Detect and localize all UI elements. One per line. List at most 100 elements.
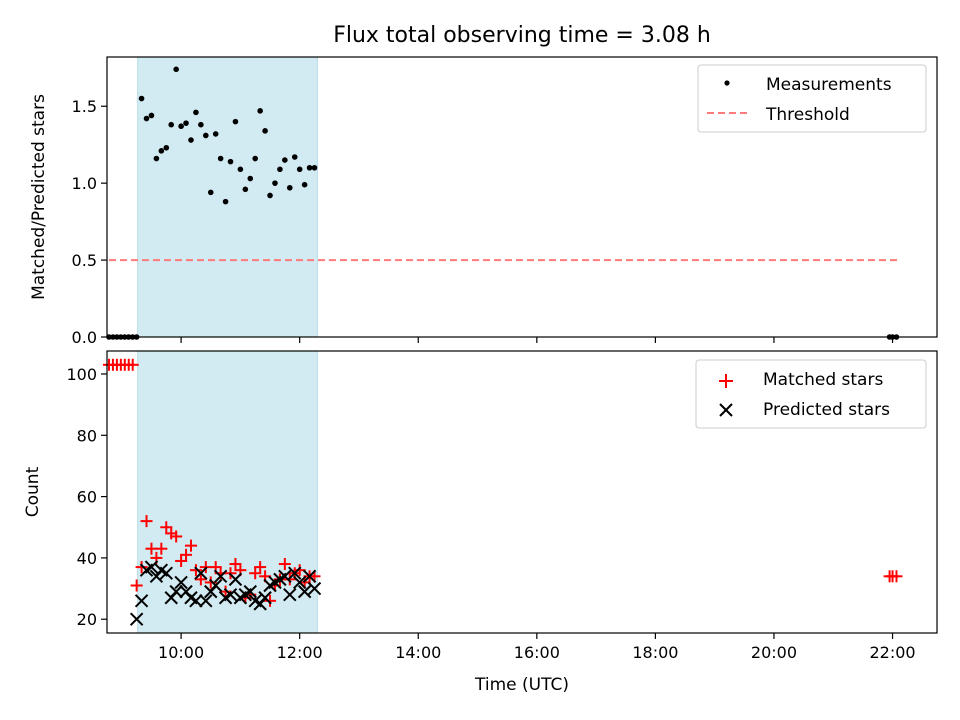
- x-axis-label: Time (UTC): [474, 675, 569, 695]
- bot-point-predicted-stars: [174, 575, 188, 590]
- bot-x-tick-label: 22:00: [869, 643, 915, 662]
- top-point-measurements: [301, 181, 308, 188]
- bot-point-matched-stars: [180, 548, 193, 561]
- top-point-measurements: [257, 108, 263, 114]
- top-observing-window-span: [137, 56, 318, 338]
- bottom-legend-frame: [695, 359, 927, 429]
- legend-measurements-label: Measurements: [766, 75, 892, 95]
- bot-x-tick-label: 12:00: [277, 643, 323, 662]
- top-point-measurements: [163, 144, 170, 151]
- bot-point-matched-stars: [229, 558, 242, 571]
- bot-point-predicted-stars: [213, 569, 228, 584]
- top-y-tick-label: 1.5: [72, 97, 97, 116]
- legend-matched-marker: [719, 374, 733, 388]
- bot-point-predicted-stars: [302, 569, 317, 584]
- bot-point-matched-stars: [184, 539, 197, 552]
- bot-point-matched-stars: [175, 554, 188, 567]
- bot-point-predicted-stars: [134, 594, 149, 608]
- bot-point-predicted-stars: [223, 587, 238, 602]
- top-point-measurements: [296, 166, 303, 173]
- top-point-measurements: [237, 166, 244, 173]
- bottom-y-axis-label: Count: [23, 466, 43, 517]
- top-y-tick-label: 1.0: [72, 174, 97, 193]
- top-legend-frame: [697, 64, 927, 133]
- bot-x-tick-label: 18:00: [632, 643, 678, 662]
- bot-point-matched-stars: [278, 558, 291, 571]
- bot-x-tick-label: 20:00: [751, 643, 797, 662]
- bot-point-predicted-stars: [278, 569, 292, 584]
- bot-point-matched-stars: [189, 564, 202, 577]
- bot-point-matched-stars: [890, 570, 903, 583]
- bot-point-matched-stars: [264, 594, 277, 607]
- bot-point-predicted-stars: [169, 584, 183, 599]
- bot-point-predicted-stars: [258, 591, 272, 605]
- legend-threshold-label: Threshold: [765, 105, 850, 125]
- bot-point-predicted-stars: [208, 578, 223, 593]
- top-point-measurements: [198, 121, 204, 128]
- bottom-plot-frame: [106, 350, 938, 634]
- bot-point-matched-stars: [194, 573, 207, 586]
- top-point-measurements: [232, 118, 239, 125]
- bot-point-predicted-stars: [159, 566, 173, 580]
- top-legend: Measurements Threshold: [697, 64, 927, 133]
- top-point-measurements: [286, 184, 293, 191]
- top-point-measurements: [168, 121, 175, 128]
- top-point-measurements: [306, 164, 313, 171]
- top-point-measurements: [272, 180, 278, 186]
- bot-point-matched-stars: [140, 515, 153, 528]
- top-point-measurements: [262, 128, 268, 134]
- top-point-measurements: [178, 123, 184, 130]
- bot-x-tick-label: 10:00: [158, 643, 204, 662]
- bot-point-predicted-stars: [283, 587, 297, 602]
- bot-point-matched-stars: [254, 561, 267, 574]
- bot-point-predicted-stars: [288, 566, 302, 580]
- bot-series-predicted-stars: [129, 560, 322, 626]
- top-point-measurements: [207, 189, 214, 196]
- bot-point-matched-stars: [130, 579, 143, 592]
- top-point-measurements: [291, 154, 298, 160]
- top-point-measurements: [173, 66, 179, 73]
- legend-measurements-marker: [724, 80, 730, 86]
- bot-y-tick-label: 60: [77, 488, 97, 507]
- top-point-measurements: [183, 120, 189, 126]
- bot-point-predicted-stars: [144, 560, 159, 574]
- bot-point-matched-stars: [249, 567, 262, 580]
- bot-point-matched-stars: [160, 521, 173, 534]
- bot-x-tick-label: 14:00: [395, 643, 441, 662]
- top-point-measurements: [153, 155, 160, 162]
- legend-predicted-marker: [719, 403, 733, 417]
- top-point-measurements: [252, 155, 259, 162]
- top-point-measurements: [138, 95, 145, 102]
- top-point-measurements: [217, 155, 224, 162]
- bot-point-predicted-stars: [307, 581, 322, 596]
- bot-point-predicted-stars: [297, 584, 312, 599]
- top-point-measurements: [267, 192, 273, 199]
- bottom-legend: Matched stars Predicted stars: [695, 359, 927, 429]
- top-point-measurements: [203, 132, 209, 139]
- bot-point-predicted-stars: [292, 575, 307, 590]
- bot-point-predicted-stars: [228, 572, 243, 587]
- bot-point-predicted-stars: [129, 612, 144, 626]
- bot-point-matched-stars: [155, 542, 168, 555]
- bot-point-predicted-stars: [189, 594, 203, 608]
- bot-point-predicted-stars: [199, 594, 213, 608]
- bot-y-tick-label: 40: [77, 549, 97, 568]
- top-y-tick-label: 0.0: [72, 328, 97, 347]
- top-point-measurements: [193, 109, 199, 116]
- top-point-measurements: [222, 198, 229, 205]
- top-point-measurements: [277, 166, 283, 173]
- top-panel: 0.0 0.5 1.0 1.5 Matched/Predicted stars Mea…: [29, 56, 938, 347]
- top-plot-frame: [106, 56, 938, 338]
- top-point-measurements: [158, 148, 165, 154]
- bot-point-predicted-stars: [194, 566, 208, 580]
- top-point-measurements: [282, 157, 288, 163]
- top-point-measurements: [188, 137, 194, 143]
- bot-y-tick-label: 100: [66, 365, 97, 384]
- top-point-measurements: [311, 164, 318, 171]
- bot-y-tick-label: 80: [77, 426, 97, 445]
- top-point-measurements: [227, 158, 234, 165]
- bot-point-matched-stars: [170, 530, 183, 543]
- top-point-measurements: [148, 112, 155, 119]
- bottom-panel: 20 40 60 80 100 10:00 12:00 14:00 16:00 18:00 20:…: [23, 350, 938, 695]
